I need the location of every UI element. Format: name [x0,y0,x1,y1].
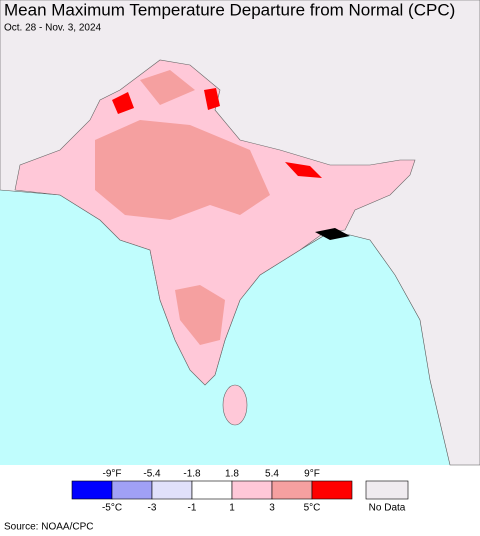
legend-swatch [271,480,313,500]
legend-label-c: 3 [269,503,275,514]
subtitle: Oct. 28 - Nov. 3, 2024 [4,23,102,34]
sri-lanka [222,384,248,426]
legend-label-f: -9°F [103,469,122,480]
legend-label-c: -5°C [102,503,122,514]
legend-label-f: 5.4 [265,469,279,480]
source: Source: NOAA/CPC [4,522,93,533]
legend-label-f: 9°F [304,469,320,480]
legend-swatch [71,480,113,500]
no-data-label: No Data [369,503,406,514]
coast-detail [315,228,350,240]
hot-spot [112,92,134,114]
legend-label-c: -1 [188,503,197,514]
map [0,0,480,466]
legend-label-f: -1.8 [183,469,201,480]
warm-region [95,120,270,220]
hot-spot [204,88,220,110]
legend: -9°F -5.4 -1.8 1.8 5.4 9°F -5°C -3 -1 1 3 5°C No Dat… [71,469,409,514]
legend-label-c: 5°C [304,503,321,514]
no-data-swatch [365,480,409,500]
legend-swatch [191,480,233,500]
warm-region [140,70,195,105]
legend-label-f: 1.8 [225,469,239,480]
legend-swatch [231,480,273,500]
legend-swatch [151,480,193,500]
title: Mean Maximum Temperature Departure from … [4,0,455,19]
legend-swatch [311,480,353,500]
legend-label-c: -3 [148,503,157,514]
hot-spot [285,162,322,178]
legend-label-f: -5.4 [143,469,161,480]
legend-swatch [111,480,153,500]
legend-label-c: 1 [229,503,235,514]
warm-region [175,285,225,345]
